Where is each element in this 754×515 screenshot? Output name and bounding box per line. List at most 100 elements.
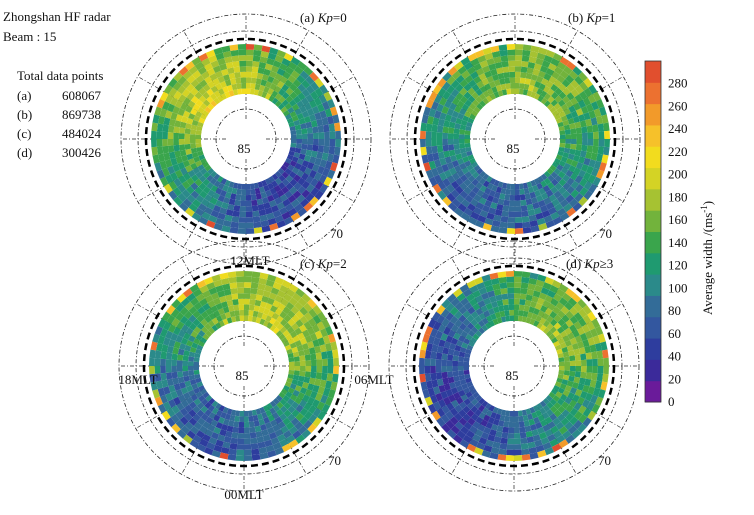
boundary-circle — [412, 264, 616, 468]
grid-spoke — [263, 148, 355, 202]
heatmap-cell — [469, 102, 477, 111]
heatmap-cell — [574, 371, 581, 378]
heatmap-cell — [252, 216, 261, 223]
heatmap-cell — [492, 418, 500, 426]
heatmap-cell — [474, 295, 484, 303]
heatmap-cell — [491, 184, 498, 192]
heatmap-cell — [569, 123, 576, 130]
heatmap-cell — [441, 298, 451, 309]
heatmap-cell — [208, 436, 218, 445]
heatmap-cell — [175, 419, 185, 430]
heatmap-cell — [294, 366, 301, 371]
heatmap-cell — [288, 121, 295, 128]
heatmap-cell — [210, 292, 220, 301]
heatmap-cell — [481, 204, 491, 213]
heatmap-cell — [445, 302, 455, 313]
heatmap-cell — [446, 85, 455, 95]
heatmap-cell — [526, 436, 535, 444]
heatmap-cell — [275, 394, 283, 402]
heatmap-cell — [464, 74, 474, 84]
colorbar-swatch — [645, 61, 661, 83]
heatmap-cell — [458, 356, 465, 362]
heatmap-cell — [480, 431, 490, 440]
heatmap-cell — [238, 421, 244, 428]
heatmap-cell — [292, 292, 302, 302]
heatmap-cell — [443, 150, 451, 158]
heatmap-cell — [259, 56, 268, 64]
heatmap-cell — [570, 128, 577, 135]
heatmap-cell — [538, 83, 546, 91]
colorbar-swatch — [645, 82, 661, 105]
heatmap-cell — [310, 178, 319, 188]
heatmap-cell — [178, 94, 187, 103]
heatmap-cell — [289, 186, 298, 195]
heatmap-cell — [246, 200, 252, 207]
heatmap-cell — [215, 315, 223, 323]
heatmap-cell — [546, 401, 554, 409]
heatmap-cell — [447, 175, 456, 184]
heatmap-cell — [306, 161, 315, 170]
heatmap-cell — [567, 297, 578, 307]
heatmap-cell — [550, 186, 559, 195]
heatmap-cell — [452, 434, 463, 444]
heatmap-cell — [202, 83, 211, 92]
heatmap-cell — [327, 358, 334, 366]
heatmap-cell — [471, 110, 479, 117]
heatmap-cell — [260, 220, 270, 228]
heatmap-cell — [581, 144, 588, 152]
heatmap-cell — [209, 73, 218, 81]
heatmap-cell — [477, 300, 486, 308]
heatmap-cell — [478, 436, 488, 445]
lat-85-label: 85 — [238, 141, 251, 156]
heatmap-cell — [493, 79, 501, 87]
heatmap-cell — [556, 106, 564, 114]
heatmap-cell — [231, 187, 238, 195]
heatmap-cell — [237, 293, 244, 300]
heatmap-cell — [224, 179, 231, 187]
heatmap-cell — [184, 404, 193, 413]
colorbar-tick-label: 240 — [668, 121, 688, 136]
grid-spoke — [255, 30, 309, 122]
heatmap-cell — [210, 170, 218, 178]
heatmap-cell — [294, 301, 304, 311]
heatmap-cell — [251, 72, 258, 79]
heatmap-cell — [249, 183, 255, 190]
heatmap-cell — [598, 389, 606, 399]
heatmap-cell — [497, 72, 505, 80]
heatmap-cell — [505, 455, 514, 461]
heatmap-cell — [498, 276, 507, 284]
heatmap-cell — [442, 90, 451, 100]
heatmap-cell — [259, 423, 267, 431]
heatmap-cell — [321, 117, 329, 126]
heatmap-cell — [580, 163, 589, 173]
heatmap-cell — [196, 279, 207, 289]
heatmap-cell — [235, 77, 242, 84]
colorbar-tick-label: 20 — [668, 371, 681, 386]
colorbar-swatch — [645, 231, 661, 254]
heatmap-cell — [493, 436, 502, 444]
grid-spoke — [524, 156, 578, 248]
heatmap-cell — [564, 301, 574, 311]
heatmap-cell — [515, 228, 524, 234]
heatmap-cell — [285, 333, 293, 341]
heatmap-cell — [258, 418, 266, 426]
heatmap-cell — [450, 387, 459, 395]
heatmap-cell — [488, 320, 495, 328]
heatmap-cell — [591, 351, 598, 360]
heatmap-cell — [186, 430, 196, 440]
heatmap-cell — [487, 416, 495, 424]
heatmap-cell — [456, 169, 465, 178]
heatmap-cell — [293, 152, 301, 159]
heatmap-cell — [562, 152, 570, 159]
heatmap-cell — [213, 90, 221, 98]
heatmap-cell — [228, 276, 237, 284]
heatmap-cell — [171, 317, 180, 327]
heatmap-cell — [583, 157, 591, 166]
heatmap-cell — [322, 366, 328, 374]
heatmap-cell — [549, 326, 557, 334]
heatmap-cell — [257, 181, 264, 188]
heatmap-cell — [164, 174, 174, 184]
heatmap-cell — [421, 154, 429, 164]
heatmap-cell — [592, 335, 601, 345]
